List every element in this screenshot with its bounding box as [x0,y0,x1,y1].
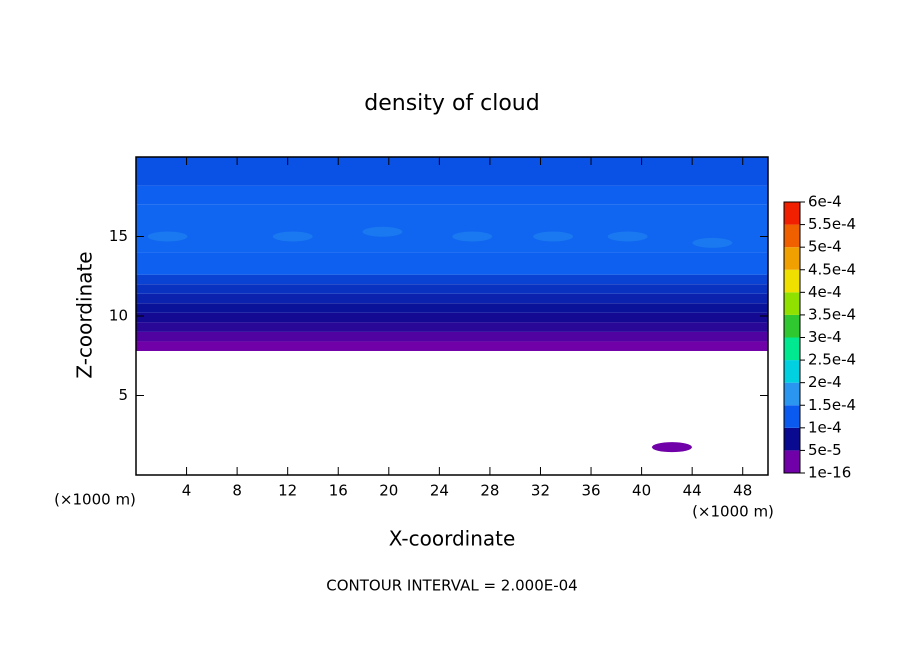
contour-band [136,303,768,313]
contour-band [136,185,768,205]
colorbar-cell [784,269,800,293]
x-tick-label: 36 [581,482,600,500]
contour-patch [362,226,403,237]
contour-patch [533,231,574,242]
colorbar-cell [784,450,800,473]
contour-band [136,252,768,275]
x-tick-label: 20 [379,482,398,500]
colorbar-cell [784,224,800,248]
y-tick-label: 15 [109,227,128,245]
colorbar-cell [784,427,800,451]
colorbar-cell [784,314,800,338]
x-tick-label: 16 [329,482,348,500]
x-tick-label: 32 [531,482,550,500]
x-tick-label: 12 [278,482,297,500]
x-tick-label: 48 [733,482,752,500]
contour-patch [147,231,188,242]
contour-band [136,204,768,253]
y-tick-label: 10 [109,307,128,325]
colorbar-cell [784,292,800,315]
x-tick-label: 24 [430,482,449,500]
footer: CONTOUR INTERVAL = 2.000E-04 [326,577,577,595]
y-axis-label: Z-coordinate [73,251,97,378]
contour-band [136,157,768,186]
contour-band [136,322,768,332]
colorbar-label: 3.5e-4 [808,305,856,323]
x-axis-label: X-coordinate [389,527,516,551]
colorbar-label: 5e-5 [808,441,842,459]
contour-patch [651,442,692,453]
contour-band [136,293,768,304]
contour-band [136,284,768,294]
colorbar-label: 2.5e-4 [808,351,856,369]
contour-band [136,312,768,323]
x-unit-label: (×1000 m) [54,491,136,509]
colorbar-label: 5.5e-4 [808,215,856,233]
x-tick-label: 8 [232,482,242,500]
colorbar-label: 1.5e-4 [808,396,856,414]
colorbar-label: 5e-4 [808,238,842,256]
contour-band [136,331,768,342]
colorbar-label: 4e-4 [808,283,842,301]
x-tick-label: 40 [632,482,651,500]
colorbar-cell [784,382,800,406]
colorbar-cell [784,405,800,428]
x-unit-label: (×1000 m) [692,503,774,521]
chart-title: density of cloud [364,91,539,116]
colorbar-label: 3e-4 [808,328,842,346]
y-tick-label: 5 [118,386,128,404]
contour-patch [607,231,648,242]
contour-patch [272,231,313,242]
contour-patch [692,237,733,248]
colorbar-label: 4.5e-4 [808,260,856,278]
colorbar-label: 2e-4 [808,373,842,391]
x-tick-label: 44 [683,482,702,500]
contour-band [136,274,768,285]
colorbar-cell [784,360,800,383]
colorbar-label: 1e-16 [808,464,851,482]
colorbar-cell [784,337,800,361]
colorbar-label: 6e-4 [808,193,842,211]
x-tick-label: 28 [480,482,499,500]
contour-patch [452,231,493,242]
colorbar-cell [784,247,800,270]
colorbar-cell [784,202,800,225]
colorbar-label: 1e-4 [808,418,842,436]
x-tick-label: 4 [182,482,192,500]
contour-band [136,341,768,351]
